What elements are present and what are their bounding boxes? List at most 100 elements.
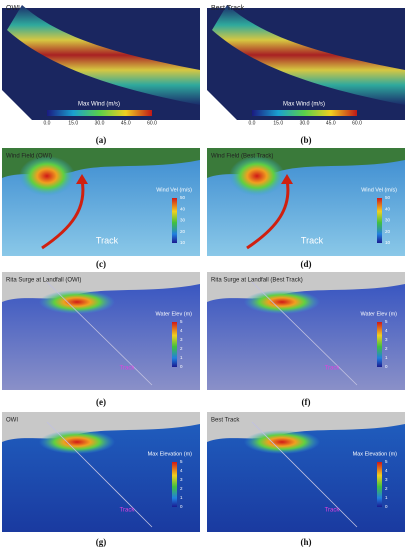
- legend-tick: 5: [180, 319, 183, 324]
- track-line: [46, 421, 153, 528]
- track-label: Track: [325, 508, 341, 514]
- panel-title: Wind Field (Best Track): [211, 154, 273, 160]
- legend-tick: 0: [180, 364, 183, 369]
- legend-title: Water Elev (m): [361, 311, 398, 317]
- legend-tick: 15.0: [68, 120, 78, 126]
- panel-title: Best Track: [211, 418, 240, 424]
- legend-tick: 3: [180, 337, 183, 342]
- legend-title: Wind Vel (m/s): [156, 187, 192, 193]
- legend-title: Max Elevation (m): [148, 451, 192, 457]
- panel-label: (a): [96, 135, 107, 145]
- surge-core: [244, 430, 320, 454]
- legend-tick: 0: [385, 504, 388, 509]
- legend-tick: 5: [385, 459, 388, 464]
- legend-tick: 3: [385, 477, 388, 482]
- track-label: Track: [120, 366, 136, 372]
- legend-tick: 30.0: [95, 120, 105, 126]
- legend-tick: 4: [180, 468, 183, 473]
- track-label: Track: [301, 235, 324, 245]
- wind-swath: [212, 5, 405, 105]
- legend-tick: 10: [385, 240, 391, 245]
- wind-core: [19, 156, 75, 196]
- panel-label: (c): [96, 259, 106, 269]
- surge-core: [39, 290, 115, 314]
- legend-tick: 5: [180, 459, 183, 464]
- panel-title: Wind Field (OWI): [6, 154, 52, 160]
- legend-tick: 0.0: [44, 120, 51, 126]
- legend-tick: 4: [385, 328, 388, 333]
- panel-title: Rita Surge at Landfall (OWI): [6, 278, 81, 284]
- legend-tick: 1: [180, 355, 183, 360]
- panel-label: (d): [301, 259, 312, 269]
- legend-tick: 40: [180, 206, 186, 211]
- legend-tick: 2: [180, 346, 183, 351]
- track-line: [251, 281, 358, 386]
- colorbar: [172, 322, 177, 367]
- colorbar: [252, 110, 357, 116]
- legend-tick: 30: [180, 218, 186, 223]
- legend-tick: 4: [385, 468, 388, 473]
- colorbar: [172, 462, 177, 507]
- track-arrow: [41, 179, 85, 250]
- legend-tick: 1: [180, 495, 183, 500]
- legend-tick: 0.0: [249, 120, 256, 126]
- legend-tick: 1: [385, 355, 388, 360]
- panel-title: OWI: [6, 5, 20, 12]
- legend-tick: 3: [180, 477, 183, 482]
- legend-tick: 4: [180, 328, 183, 333]
- track-label: Track: [120, 508, 136, 514]
- legend-tick: 50: [180, 195, 186, 200]
- panel-label: (f): [302, 397, 311, 407]
- colorbar: [47, 110, 152, 116]
- legend-tick: 1: [385, 495, 388, 500]
- arrow-head: [281, 174, 293, 184]
- legend-tick: 50: [385, 195, 391, 200]
- legend-title: Max Elevation (m): [353, 451, 397, 457]
- colorbar: [377, 322, 382, 367]
- legend-tick: 0: [385, 364, 388, 369]
- panel-title: Best Track: [211, 5, 245, 12]
- panel-title: Rita Surge at Landfall (Best Track): [211, 278, 303, 284]
- colorbar: [377, 462, 382, 507]
- legend-tick: 10: [180, 240, 186, 245]
- panel-label: (h): [301, 537, 312, 547]
- surge-core: [39, 430, 115, 454]
- arrow-head: [76, 174, 88, 184]
- legend-title: Max Wind (m/s): [283, 102, 325, 108]
- legend-tick: 30: [385, 218, 391, 223]
- colorbar: [172, 198, 177, 243]
- legend-tick: 45.0: [326, 120, 336, 126]
- legend-tick: 45.0: [121, 120, 131, 126]
- legend-tick: 2: [385, 346, 388, 351]
- legend-tick: 60.0: [352, 120, 362, 126]
- panel-label: (g): [96, 537, 107, 547]
- legend-tick: 5: [385, 319, 388, 324]
- track-arrow: [246, 179, 290, 250]
- panel-title: OWI: [6, 418, 18, 424]
- legend-tick: 20: [385, 229, 391, 234]
- surge-core: [244, 290, 320, 314]
- legend-tick: 3: [385, 337, 388, 342]
- legend-title: Wind Vel (m/s): [361, 187, 397, 193]
- wind-core: [229, 156, 285, 196]
- colorbar: [377, 198, 382, 243]
- panel-label: (e): [96, 397, 106, 407]
- track-line: [46, 281, 153, 386]
- track-label: Track: [325, 366, 341, 372]
- legend-tick: 20: [180, 229, 186, 234]
- panel-label: (b): [301, 135, 312, 145]
- legend-title: Water Elev (m): [156, 311, 193, 317]
- legend-tick: 30.0: [300, 120, 310, 126]
- track-line: [251, 421, 358, 528]
- legend-tick: 2: [180, 486, 183, 491]
- legend-tick: 0: [180, 504, 183, 509]
- legend-tick: 2: [385, 486, 388, 491]
- legend-tick: 40: [385, 206, 391, 211]
- legend-tick: 60.0: [147, 120, 157, 126]
- legend-tick: 15.0: [273, 120, 283, 126]
- track-label: Track: [96, 235, 119, 245]
- legend-title: Max Wind (m/s): [78, 102, 120, 108]
- wind-swath: [7, 5, 200, 105]
